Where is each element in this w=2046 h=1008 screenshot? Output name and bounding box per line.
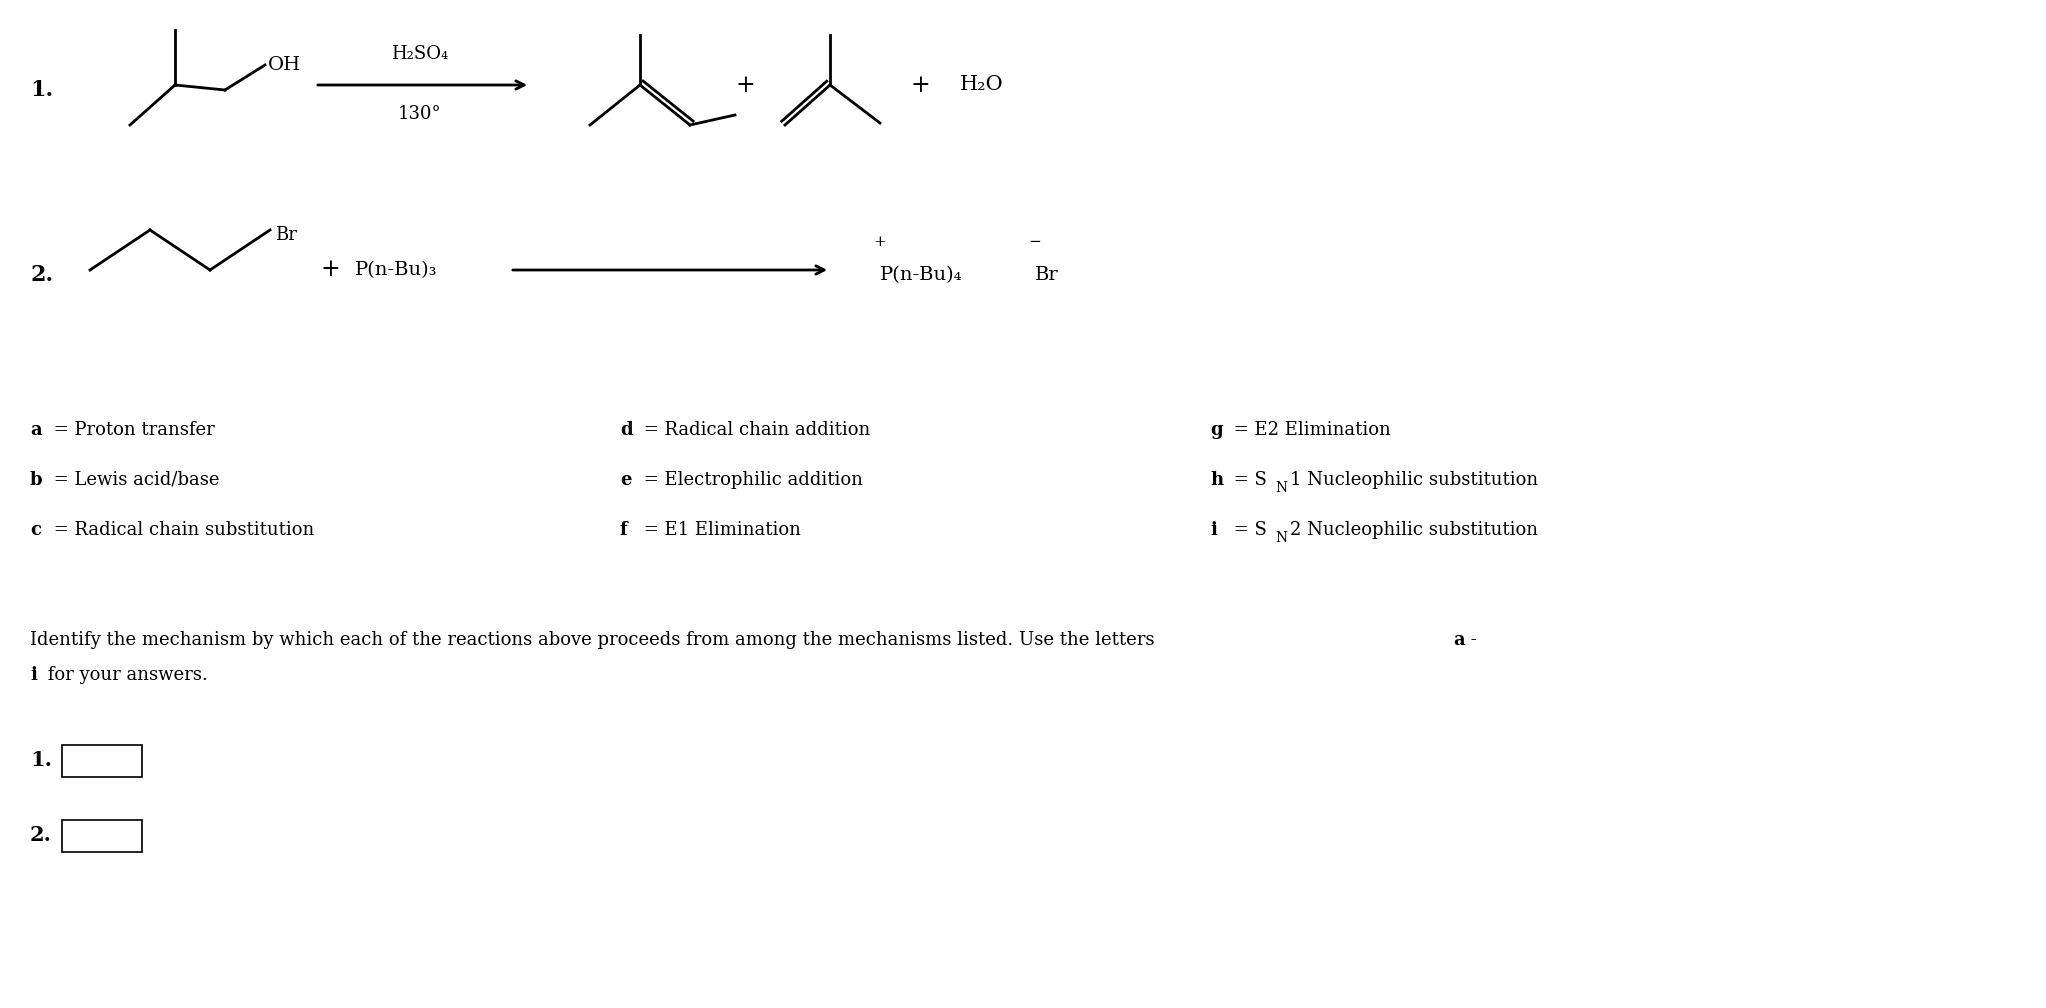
Text: N: N [1275, 481, 1287, 495]
Text: P(n-Bu)₃: P(n-Bu)₃ [356, 261, 438, 279]
Text: for your answers.: for your answers. [43, 666, 209, 684]
Text: = E1 Elimination: = E1 Elimination [638, 521, 800, 539]
Text: = S: = S [1228, 521, 1266, 539]
Text: a: a [1453, 631, 1465, 649]
FancyBboxPatch shape [61, 820, 141, 852]
Text: b: b [31, 471, 43, 489]
Text: = Radical chain addition: = Radical chain addition [638, 421, 870, 439]
Text: Br: Br [1035, 266, 1058, 284]
Text: Identify the mechanism by which each of the reactions above proceeds from among : Identify the mechanism by which each of … [31, 631, 1160, 649]
Text: = Lewis acid/base: = Lewis acid/base [47, 471, 219, 489]
Text: g: g [1209, 421, 1224, 439]
Text: h: h [1209, 471, 1224, 489]
Text: +: + [910, 74, 929, 97]
Text: = Electrophilic addition: = Electrophilic addition [638, 471, 863, 489]
Text: e: e [620, 471, 632, 489]
Text: P(n-Bu)₄: P(n-Bu)₄ [880, 266, 962, 284]
Text: 2.: 2. [31, 825, 51, 845]
Text: +: + [735, 74, 755, 97]
Text: = Proton transfer: = Proton transfer [47, 421, 215, 439]
Text: f: f [620, 521, 628, 539]
Text: i: i [1209, 521, 1217, 539]
Text: c: c [31, 521, 41, 539]
Text: −: − [1029, 235, 1041, 249]
Text: d: d [620, 421, 632, 439]
Text: H₂SO₄: H₂SO₄ [391, 45, 448, 62]
Text: 1.: 1. [31, 79, 53, 101]
Text: +: + [319, 258, 340, 281]
Text: H₂O: H₂O [960, 76, 1005, 95]
Text: -: - [1465, 631, 1477, 649]
Text: a: a [31, 421, 41, 439]
Text: 2 Nucleophilic substitution: 2 Nucleophilic substitution [1289, 521, 1539, 539]
Text: = S: = S [1228, 471, 1266, 489]
Text: 2.: 2. [31, 264, 53, 286]
Text: N: N [1275, 531, 1287, 545]
Text: i: i [31, 666, 37, 684]
Text: Br: Br [274, 226, 297, 244]
Text: 1.: 1. [31, 750, 51, 770]
FancyBboxPatch shape [61, 745, 141, 777]
Text: OH: OH [268, 56, 301, 74]
Text: = E2 Elimination: = E2 Elimination [1228, 421, 1391, 439]
Text: 130°: 130° [399, 105, 442, 123]
Text: +: + [874, 235, 886, 249]
Text: = Radical chain substitution: = Radical chain substitution [47, 521, 315, 539]
Text: 1 Nucleophilic substitution: 1 Nucleophilic substitution [1289, 471, 1539, 489]
